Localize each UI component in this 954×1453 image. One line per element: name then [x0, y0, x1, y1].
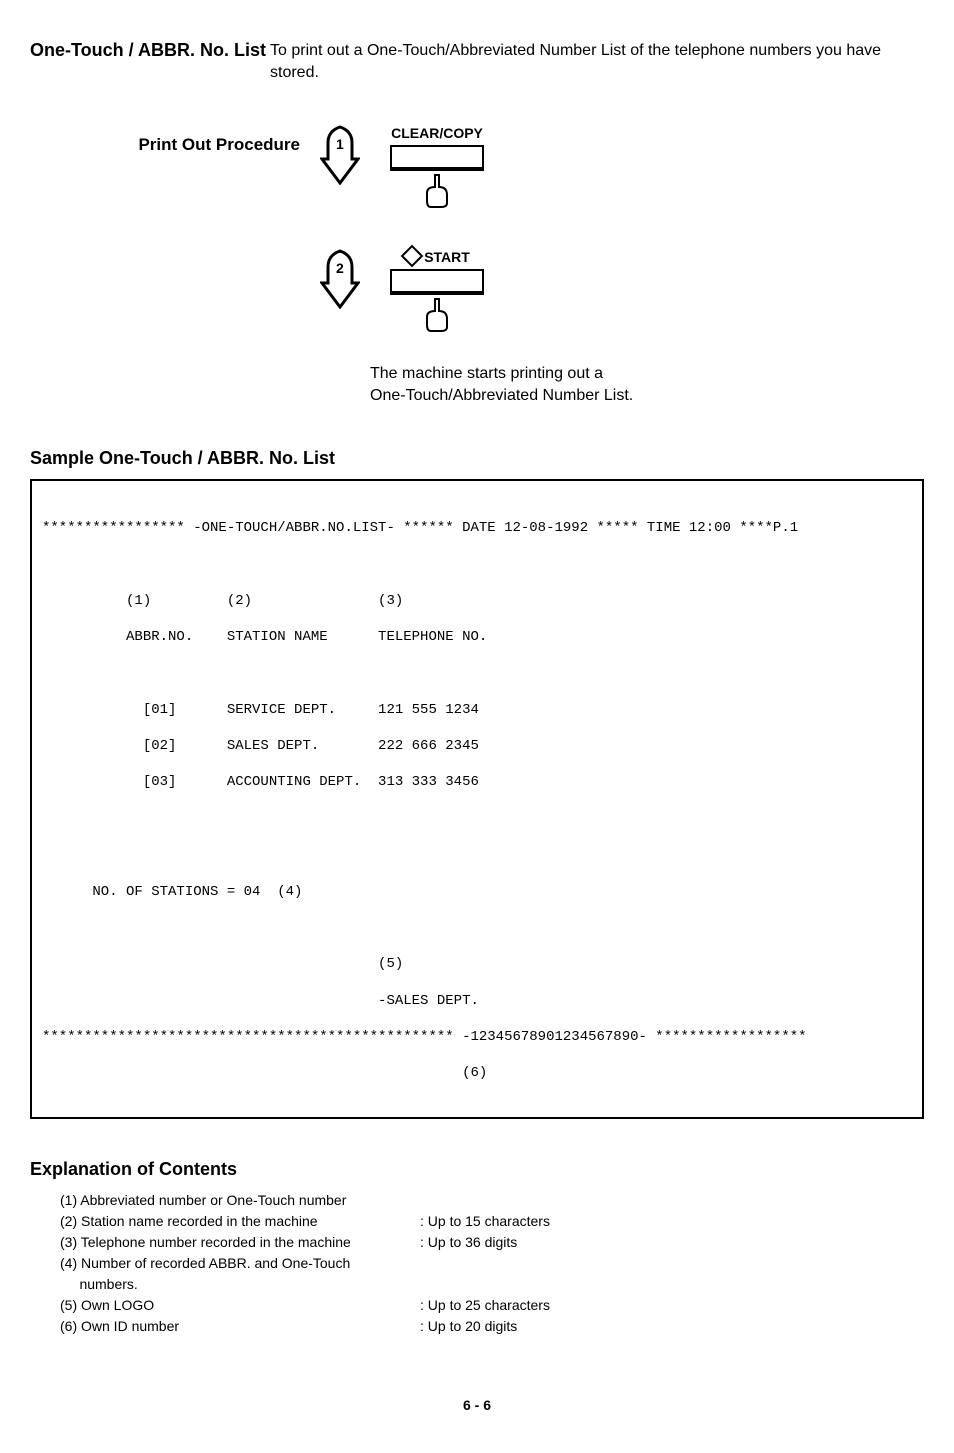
explain-item: (1) Abbreviated number or One-Touch numb…	[60, 1190, 420, 1211]
sample-heading: Sample One-Touch / ABBR. No. List	[30, 448, 924, 469]
svg-text:2: 2	[336, 260, 344, 276]
procedure-result-line-1: The machine starts printing out a	[370, 363, 924, 385]
clear-copy-button-icon	[390, 145, 484, 171]
explain-item: (6) Own ID number	[60, 1316, 420, 1337]
explain-value: : Up to 36 digits	[420, 1232, 517, 1253]
sample-col-marker: (1) (2) (3)	[42, 592, 912, 610]
procedure-step-1: 1 CLEAR/COPY	[320, 125, 484, 209]
explain-item: (5) Own LOGO	[60, 1295, 420, 1316]
sample-logo-marker: (5)	[42, 955, 912, 973]
start-button-icon	[390, 269, 484, 295]
procedure-heading: Print Out Procedure	[30, 125, 320, 155]
page-number: 6 - 6	[30, 1397, 924, 1413]
sample-logo-line: -SALES DEPT.	[42, 992, 912, 1010]
step-arrow-2-icon: 2	[320, 249, 360, 309]
step-arrow-1-icon: 1	[320, 125, 360, 185]
explanation-heading: Explanation of Contents	[30, 1159, 924, 1180]
sample-col-header: ABBR.NO. STATION NAME TELEPHONE NO.	[42, 628, 912, 646]
explanation-list: (1) Abbreviated number or One-Touch numb…	[60, 1190, 924, 1337]
explain-value: : Up to 20 digits	[420, 1316, 517, 1337]
section-description: To print out a One-Touch/Abbreviated Num…	[270, 40, 924, 85]
explain-item: numbers.	[60, 1274, 420, 1295]
sample-stations-line: NO. OF STATIONS = 04 (4)	[42, 883, 912, 901]
procedure-result-line-2: One-Touch/Abbreviated Number List.	[370, 385, 924, 407]
start-label: START	[424, 249, 470, 265]
sample-row: [02] SALES DEPT. 222 666 2345	[42, 737, 912, 755]
section-title: One-Touch / ABBR. No. List	[30, 40, 270, 61]
start-diamond-icon	[401, 244, 424, 267]
svg-text:1: 1	[336, 136, 344, 152]
sample-printout: ***************** -ONE-TOUCH/ABBR.NO.LIS…	[30, 479, 924, 1119]
sample-row: [03] ACCOUNTING DEPT. 313 333 3456	[42, 773, 912, 791]
sample-footer-marker: (6)	[42, 1064, 912, 1082]
explain-value: : Up to 25 characters	[420, 1295, 550, 1316]
sample-footer-line: ****************************************…	[42, 1028, 912, 1046]
clear-copy-label: CLEAR/COPY	[391, 125, 483, 141]
press-hand-icon	[417, 173, 457, 209]
explain-value: : Up to 15 characters	[420, 1211, 550, 1232]
explain-item: (3) Telephone number recorded in the mac…	[60, 1232, 420, 1253]
press-hand-icon	[417, 297, 457, 333]
explain-item: (4) Number of recorded ABBR. and One-Tou…	[60, 1253, 420, 1274]
sample-header-line: ***************** -ONE-TOUCH/ABBR.NO.LIS…	[42, 519, 912, 537]
procedure-step-2: 2 START	[320, 249, 484, 333]
sample-row: [01] SERVICE DEPT. 121 555 1234	[42, 701, 912, 719]
explain-item: (2) Station name recorded in the machine	[60, 1211, 420, 1232]
